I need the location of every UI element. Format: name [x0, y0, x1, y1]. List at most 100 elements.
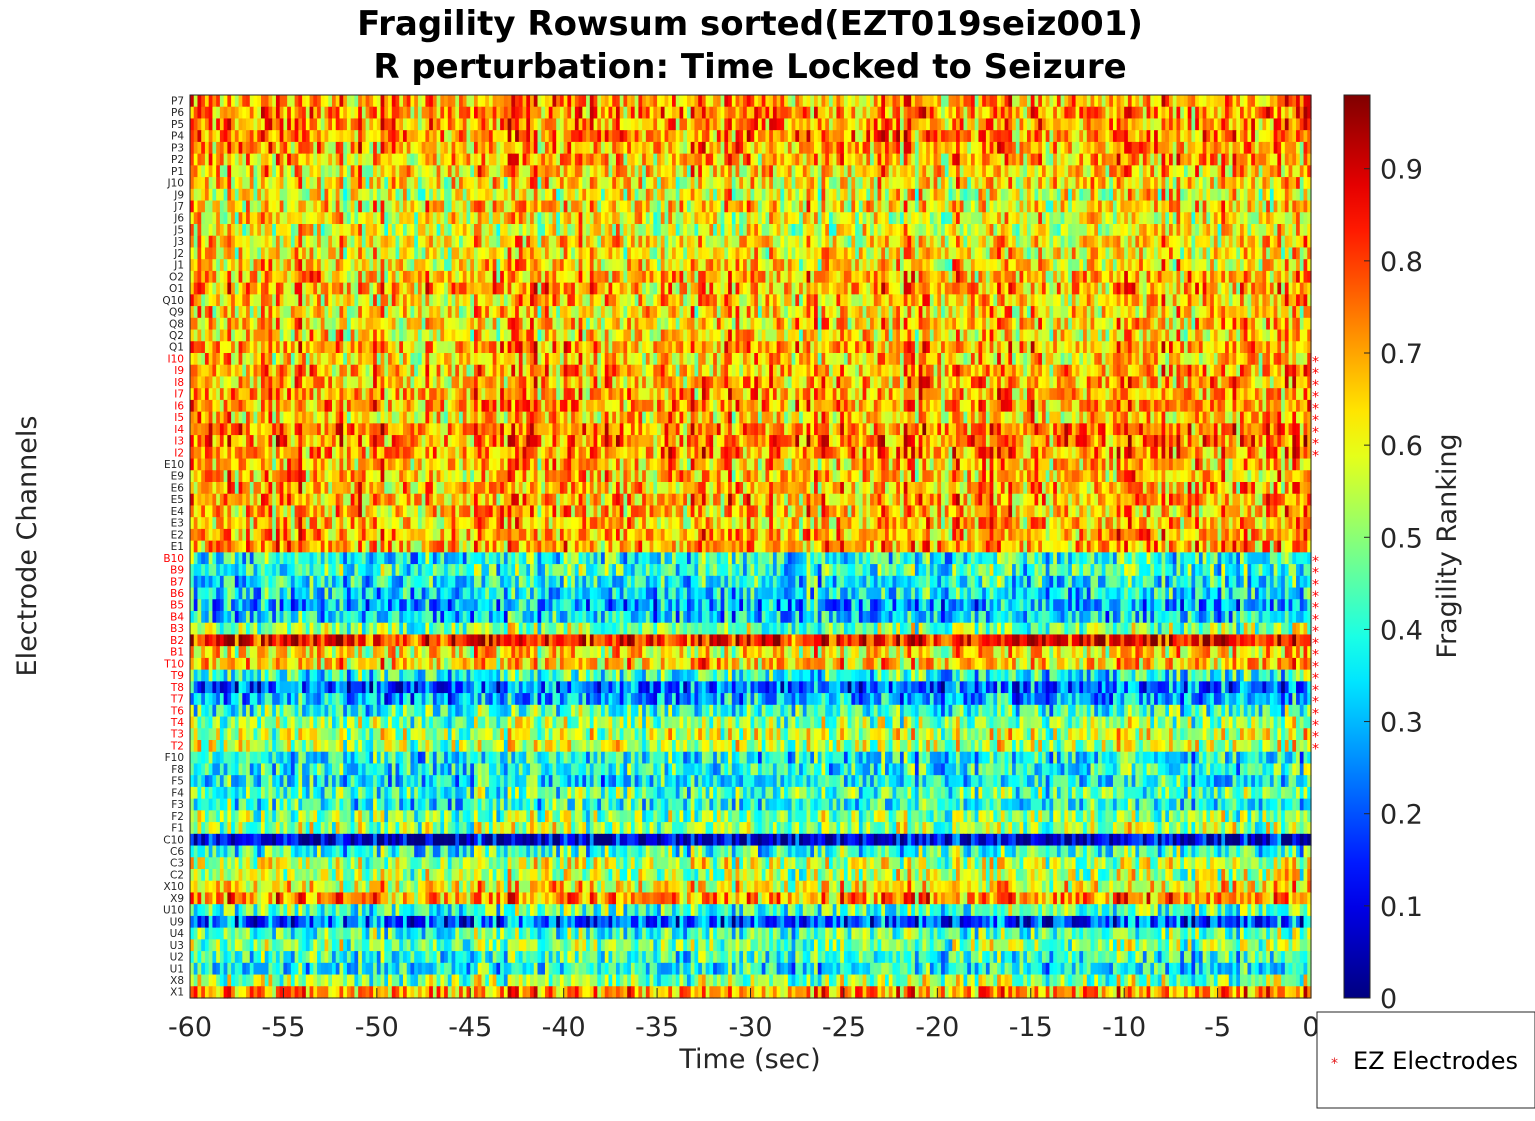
- heatmap-cell: [728, 130, 732, 142]
- heatmap-cell: [261, 212, 265, 224]
- heatmap-cell: [758, 165, 762, 177]
- heatmap-cell: [250, 247, 254, 259]
- heatmap-cell: [829, 177, 833, 189]
- heatmap-cell: [642, 212, 646, 224]
- heatmap-cell: [620, 95, 624, 107]
- heatmap-cell: [485, 165, 489, 177]
- heatmap-cell: [448, 142, 452, 154]
- heatmap-cell: [1008, 236, 1012, 248]
- heatmap-cell: [859, 212, 863, 224]
- heatmap-cell: [384, 283, 388, 295]
- heatmap-cell: [508, 154, 512, 166]
- heatmap-cell: [941, 259, 945, 271]
- heatmap-cell: [1169, 107, 1173, 119]
- heatmap-cell: [470, 247, 474, 259]
- heatmap-cell: [1034, 271, 1038, 283]
- heatmap-cell: [358, 224, 362, 236]
- heatmap-cell: [470, 142, 474, 154]
- heatmap-cell: [246, 189, 250, 201]
- heatmap-cell: [665, 154, 669, 166]
- heatmap-cell: [1225, 247, 1229, 259]
- heatmap-cell: [1240, 130, 1244, 142]
- heatmap-cell: [504, 236, 508, 248]
- heatmap-cell: [485, 271, 489, 283]
- heatmap-cell: [661, 95, 665, 107]
- heatmap-cell: [1057, 142, 1061, 154]
- heatmap-cell: [280, 165, 284, 177]
- heatmap-cell: [650, 107, 654, 119]
- heatmap-cell: [623, 259, 627, 271]
- heatmap-cell: [452, 236, 456, 248]
- heatmap-cell: [1098, 189, 1102, 201]
- heatmap-cell: [1117, 201, 1121, 213]
- heatmap-cell: [433, 154, 437, 166]
- heatmap-cell: [392, 142, 396, 154]
- heatmap-cell: [287, 247, 291, 259]
- heatmap-cell: [638, 189, 642, 201]
- heatmap-cell: [642, 177, 646, 189]
- heatmap-cell: [758, 259, 762, 271]
- heatmap-cell: [392, 201, 396, 213]
- heatmap-cell: [579, 189, 583, 201]
- heatmap-cell: [855, 259, 859, 271]
- heatmap-cell: [1117, 271, 1121, 283]
- heatmap-cell: [1147, 165, 1151, 177]
- heatmap-cell: [922, 130, 926, 142]
- heatmap-cell: [993, 212, 997, 224]
- heatmap-cell: [227, 165, 231, 177]
- heatmap-cell: [448, 236, 452, 248]
- heatmap-cell: [1236, 95, 1240, 107]
- heatmap-cell: [1195, 201, 1199, 213]
- heatmap-cell: [885, 212, 889, 224]
- heatmap-cell: [1229, 177, 1233, 189]
- heatmap-cell: [728, 271, 732, 283]
- heatmap-cell: [1262, 212, 1266, 224]
- heatmap-cell: [851, 95, 855, 107]
- heatmap-cell: [676, 189, 680, 201]
- heatmap-cell: [859, 247, 863, 259]
- heatmap-cell: [1169, 212, 1173, 224]
- heatmap-cell: [612, 142, 616, 154]
- heatmap-cell: [743, 189, 747, 201]
- heatmap-cell: [672, 224, 676, 236]
- heatmap-cell: [945, 259, 949, 271]
- heatmap-cell: [358, 259, 362, 271]
- heatmap-cell: [1233, 247, 1237, 259]
- heatmap-cell: [467, 247, 471, 259]
- heatmap-cell: [784, 236, 788, 248]
- heatmap-cell: [399, 165, 403, 177]
- heatmap-cell: [1203, 165, 1207, 177]
- heatmap-cell: [1244, 201, 1248, 213]
- heatmap-cell: [1255, 165, 1259, 177]
- heatmap-cell: [541, 201, 545, 213]
- heatmap-cell: [765, 201, 769, 213]
- heatmap-cell: [216, 189, 220, 201]
- heatmap-cell: [455, 247, 459, 259]
- heatmap-cell: [564, 224, 568, 236]
- heatmap-cell: [481, 247, 485, 259]
- heatmap-cell: [691, 118, 695, 130]
- heatmap-cell: [511, 271, 515, 283]
- heatmap-cell: [661, 212, 665, 224]
- heatmap-cell: [310, 95, 314, 107]
- heatmap-cell: [1277, 130, 1281, 142]
- heatmap-cell: [990, 142, 994, 154]
- heatmap-cell: [653, 95, 657, 107]
- heatmap-cell: [904, 107, 908, 119]
- heatmap-cell: [1247, 236, 1251, 248]
- heatmap-cell: [769, 201, 773, 213]
- heatmap-cell: [239, 201, 243, 213]
- heatmap-cell: [642, 118, 646, 130]
- heatmap-cell: [997, 118, 1001, 130]
- heatmap-cell: [814, 165, 818, 177]
- heatmap-cell: [874, 259, 878, 271]
- heatmap-cell: [545, 212, 549, 224]
- heatmap-cell: [197, 236, 201, 248]
- heatmap-cell: [773, 212, 777, 224]
- heatmap-cell: [653, 130, 657, 142]
- heatmap-cell: [724, 283, 728, 295]
- heatmap-cell: [672, 201, 676, 213]
- heatmap-cell: [784, 224, 788, 236]
- heatmap-cell: [784, 212, 788, 224]
- heatmap-cell: [713, 189, 717, 201]
